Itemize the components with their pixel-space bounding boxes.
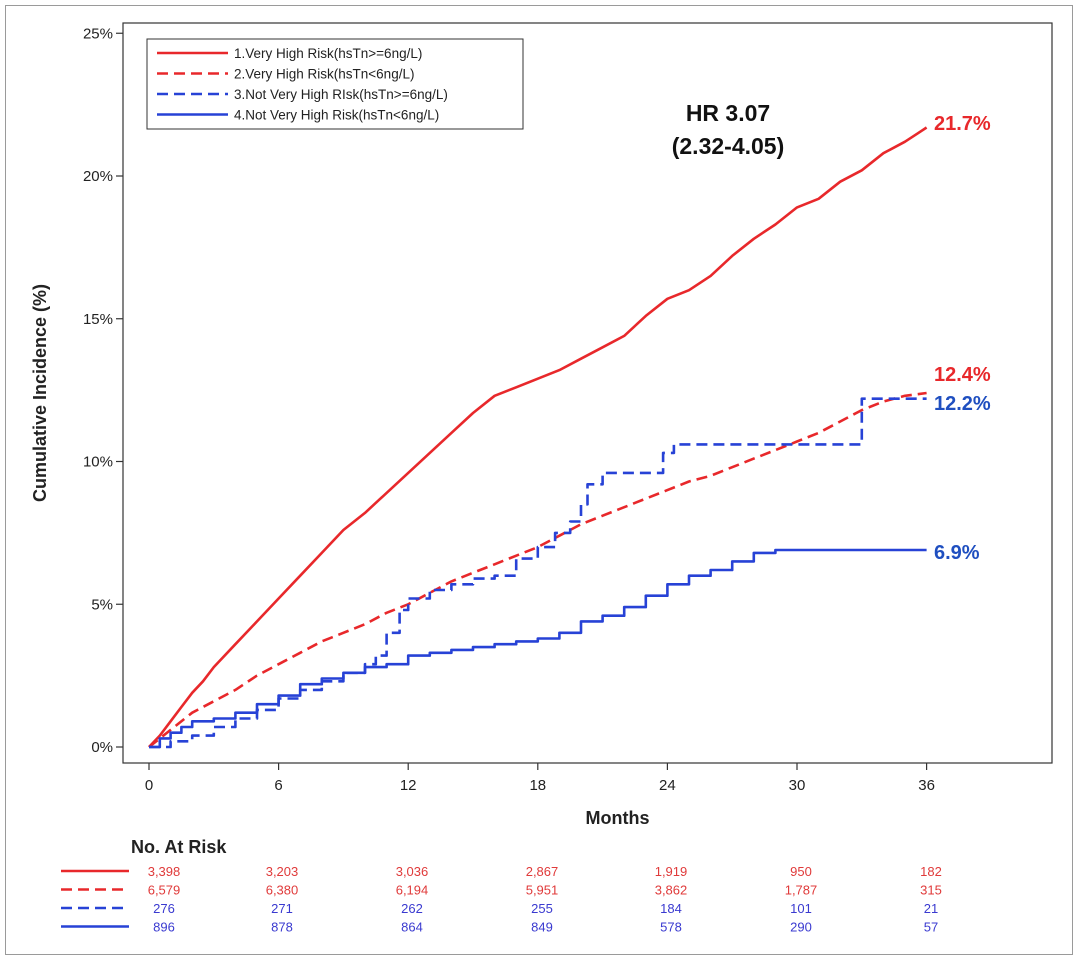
at-risk-count: 878	[271, 920, 293, 935]
end-label-series-3: 12.2%	[934, 393, 991, 415]
x-tick-label: 30	[789, 777, 806, 794]
cumulative-incidence-chart: 0 6 12 18 24 30 36 0% 5% 10% 15% 20% 25% Months Cumula…	[30, 22, 1053, 935]
y-tick-label: 0%	[91, 739, 113, 756]
x-tick-label: 12	[400, 777, 417, 794]
legend-label-1: 1.Very High Risk(hsTn>=6ng/L)	[234, 46, 422, 61]
legend-label-2: 2.Very High Risk(hsTn<6ng/L)	[234, 67, 414, 82]
legend-label-3: 3.Not Very High RIsk(hsTn>=6ng/L)	[234, 87, 448, 102]
at-risk-count: 255	[531, 901, 553, 916]
series-lines: 21.7% 12.4% 12.2% 6.9%	[148, 113, 991, 749]
y-tick-label: 10%	[83, 454, 113, 471]
end-label-series-4: 6.9%	[934, 542, 980, 564]
axes: 0 6 12 18 24 30 36 0% 5% 10% 15% 20% 25% Months Cumula…	[30, 22, 1053, 828]
at-risk-count: 262	[401, 901, 423, 916]
hr-value: HR 3.07	[686, 100, 770, 126]
at-risk-title: No. At Risk	[131, 837, 227, 857]
at-risk-count: 578	[660, 920, 682, 935]
at-risk-count: 2,867	[526, 864, 559, 879]
legend-label-4: 4.Not Very High Risk(hsTn<6ng/L)	[234, 108, 439, 123]
at-risk-count: 21	[924, 901, 938, 916]
end-label-series-2: 12.4%	[934, 364, 991, 386]
y-tick-label: 15%	[83, 311, 113, 328]
at-risk-count: 3,203	[266, 864, 299, 879]
x-tick-label: 18	[529, 777, 546, 794]
x-tick-label: 0	[145, 777, 153, 794]
at-risk-count: 864	[401, 920, 423, 935]
annotations: HR 3.07 (2.32-4.05)	[672, 100, 785, 159]
at-risk-count: 101	[790, 901, 812, 916]
at-risk-count: 57	[924, 920, 938, 935]
y-tick-label: 20%	[83, 168, 113, 185]
at-risk-count: 3,398	[148, 864, 181, 879]
series-line-1	[148, 126, 928, 748]
series-line-3	[149, 397, 927, 749]
series-line-4	[149, 548, 927, 749]
end-label-series-1: 21.7%	[934, 113, 991, 135]
series-line-2	[148, 391, 927, 749]
at-risk-table: No. At Risk 3,398 3,203 3,036 2,867 1,919 950 1…	[61, 837, 942, 935]
figure-frame: 0 6 12 18 24 30 36 0% 5% 10% 15% 20% 25% Months Cumula…	[5, 5, 1073, 955]
at-risk-count: 1,919	[655, 864, 688, 879]
at-risk-count: 3,036	[396, 864, 429, 879]
y-tick-label: 25%	[83, 25, 113, 42]
at-risk-count: 896	[153, 920, 175, 935]
at-risk-count: 184	[660, 901, 682, 916]
at-risk-count: 290	[790, 920, 812, 935]
at-risk-count: 315	[920, 883, 942, 898]
y-axis-title: Cumulative Incidence (%)	[30, 284, 50, 502]
at-risk-count: 1,787	[785, 883, 818, 898]
at-risk-count: 849	[531, 920, 553, 935]
at-risk-count: 3,862	[655, 883, 688, 898]
at-risk-count: 271	[271, 901, 293, 916]
at-risk-count: 5,951	[526, 883, 559, 898]
x-tick-label: 6	[274, 777, 282, 794]
legend: 1.Very High Risk(hsTn>=6ng/L) 2.Very High…	[146, 38, 524, 130]
at-risk-count: 6,380	[266, 883, 299, 898]
hr-confidence-interval: (2.32-4.05)	[672, 133, 785, 159]
at-risk-count: 6,579	[148, 883, 181, 898]
plot-border	[122, 22, 1053, 764]
at-risk-count: 950	[790, 864, 812, 879]
y-tick-label: 5%	[91, 596, 113, 613]
at-risk-count: 6,194	[396, 883, 429, 898]
x-tick-label: 24	[659, 777, 676, 794]
at-risk-count: 276	[153, 901, 175, 916]
x-axis-title: Months	[586, 808, 650, 828]
at-risk-count: 182	[920, 864, 942, 879]
x-tick-label: 36	[918, 777, 935, 794]
